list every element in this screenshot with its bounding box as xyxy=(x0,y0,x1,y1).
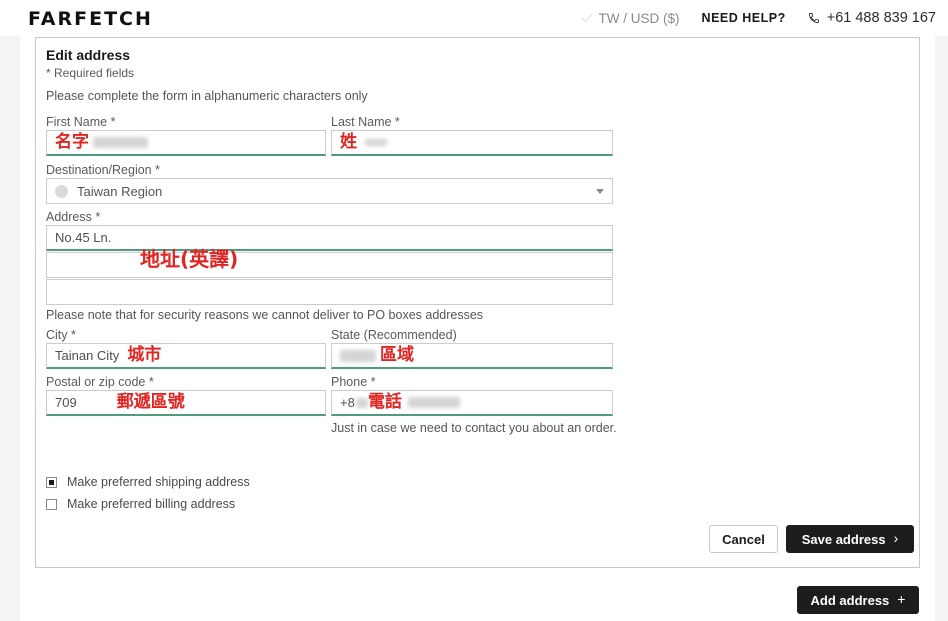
add-address-label: Add address xyxy=(810,592,890,608)
phone-redacted-2 xyxy=(407,397,460,408)
phone-label: Phone * xyxy=(331,375,376,389)
last-name-redacted xyxy=(365,139,387,146)
state-redacted xyxy=(340,349,376,362)
preferred-billing-checkbox[interactable] xyxy=(46,498,57,510)
address-line1-input[interactable]: No.45 Ln. xyxy=(46,225,613,251)
help-phone[interactable]: +61 488 839 167 xyxy=(808,10,936,26)
preferred-shipping-row[interactable]: Make preferred shipping address xyxy=(46,475,250,489)
city-label: City * xyxy=(46,328,76,342)
farfetch-logo[interactable]: FARFETCH xyxy=(28,8,153,30)
postal-annotation: 郵遞區號 xyxy=(116,392,185,412)
destination-select[interactable]: Taiwan Region xyxy=(46,178,613,204)
address-label: Address * xyxy=(46,210,101,224)
address-line3-input[interactable] xyxy=(46,279,613,305)
flag-placeholder-icon xyxy=(55,184,68,198)
first-name-annotation: 名字 xyxy=(55,132,89,152)
region-currency-selector[interactable]: TW / USD ($) xyxy=(580,10,680,26)
last-name-input[interactable]: 姓 xyxy=(331,130,613,156)
address-annotation: 地址(英譯) xyxy=(140,247,239,271)
state-input[interactable]: 區域 xyxy=(331,343,613,369)
help-phone-number: +61 488 839 167 xyxy=(826,10,936,26)
add-address-button[interactable]: Add address + xyxy=(797,586,919,614)
address-line2-input[interactable]: 地址(英譯) xyxy=(46,247,613,278)
postal-label: Postal or zip code * xyxy=(46,375,154,389)
phone-redacted-1 xyxy=(355,397,368,408)
preferred-shipping-checkbox[interactable] xyxy=(46,476,57,488)
top-header: FARFETCH TW / USD ($) NEED HELP? +61 488… xyxy=(0,0,948,36)
city-value: Tainan City xyxy=(55,348,120,363)
preferred-billing-row[interactable]: Make preferred billing address xyxy=(46,497,235,511)
region-check-icon xyxy=(580,13,593,23)
form-instruction: Please complete the form in alphanumeric… xyxy=(46,89,368,103)
phone-annotation: 電話 xyxy=(367,392,402,412)
form-title: Edit address xyxy=(46,47,131,63)
cancel-button[interactable]: Cancel xyxy=(709,525,778,553)
save-address-button[interactable]: Save address › xyxy=(786,525,914,553)
destination-label: Destination/Region * xyxy=(46,163,160,177)
edit-address-panel: Edit address * Required fields Please co… xyxy=(35,37,920,568)
destination-value: Taiwan Region xyxy=(77,183,163,199)
phone-input[interactable]: +8 電話 xyxy=(331,390,613,416)
phone-value: +8 xyxy=(340,395,355,410)
required-fields-note: * Required fields xyxy=(46,66,135,80)
chevron-down-icon xyxy=(596,188,604,194)
postal-input[interactable]: 709 郵遞區號 xyxy=(46,390,326,416)
first-name-redacted xyxy=(93,137,148,148)
city-annotation: 城市 xyxy=(127,345,162,365)
phone-icon xyxy=(808,12,820,24)
preferred-shipping-label: Make preferred shipping address xyxy=(67,475,250,489)
save-address-label: Save address xyxy=(801,531,886,547)
last-name-label: Last Name * xyxy=(331,115,400,129)
po-box-note: Please note that for security reasons we… xyxy=(46,308,484,322)
first-name-input[interactable]: 名字 xyxy=(46,130,326,156)
chevron-right-icon: › xyxy=(893,530,899,546)
header-right-group: TW / USD ($) NEED HELP? +61 488 839 167 xyxy=(580,0,936,36)
city-input[interactable]: Tainan City 城市 xyxy=(46,343,326,369)
first-name-label: First Name * xyxy=(46,115,116,129)
last-name-annotation: 姓 xyxy=(340,132,357,152)
plus-icon: + xyxy=(897,591,906,607)
region-currency-label: TW / USD ($) xyxy=(598,10,680,26)
state-annotation: 區域 xyxy=(380,345,414,365)
address-line1-value: No.45 Ln. xyxy=(55,230,112,245)
state-label: State (Recommended) xyxy=(331,328,457,342)
postal-value: 709 xyxy=(55,395,77,410)
preferred-billing-label: Make preferred billing address xyxy=(67,497,236,511)
cancel-button-label: Cancel xyxy=(722,531,765,547)
phone-help-text: Just in case we need to contact you abou… xyxy=(331,421,617,435)
need-help-link[interactable]: NEED HELP? xyxy=(701,11,786,25)
